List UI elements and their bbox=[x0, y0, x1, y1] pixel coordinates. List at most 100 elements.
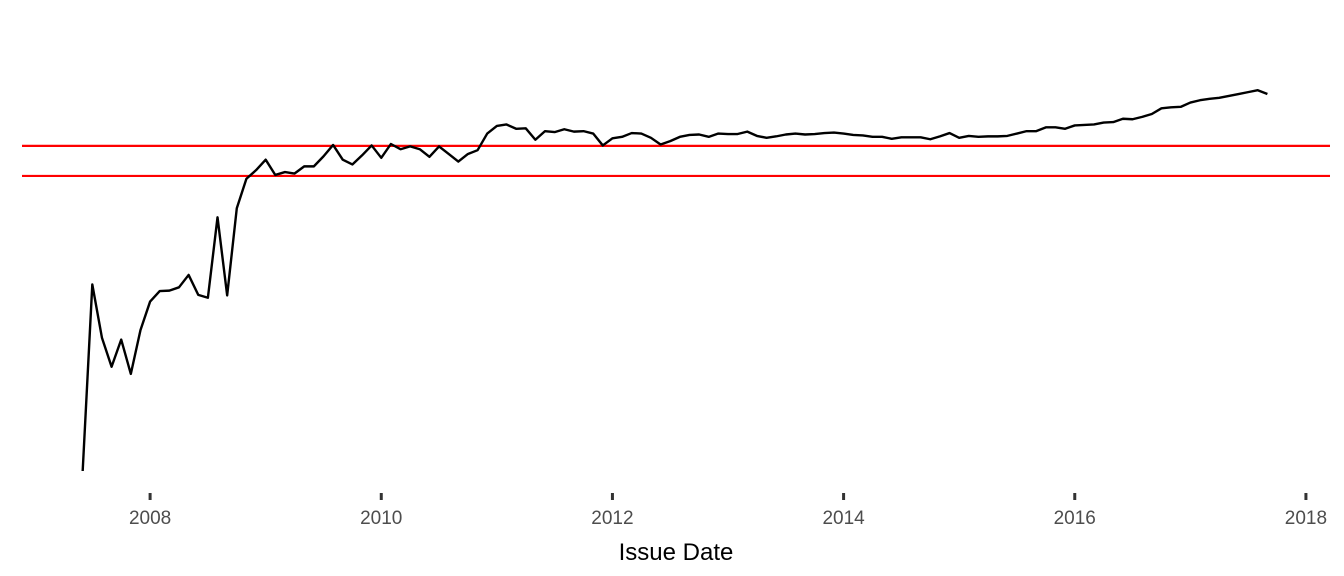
data-point bbox=[1237, 93, 1239, 95]
data-point bbox=[640, 132, 642, 134]
data-point bbox=[1054, 126, 1056, 128]
data-point bbox=[486, 132, 488, 134]
data-point bbox=[351, 163, 353, 165]
data-point bbox=[958, 137, 960, 139]
data-point bbox=[582, 130, 584, 132]
series-line-1 bbox=[81, 88, 1268, 472]
data-point bbox=[380, 157, 382, 159]
data-point bbox=[515, 128, 517, 130]
x-tick-label: 2018 bbox=[1285, 508, 1327, 529]
data-point bbox=[688, 134, 690, 136]
data-point bbox=[1151, 113, 1153, 115]
data-point bbox=[881, 136, 883, 138]
data-point bbox=[1122, 118, 1124, 120]
data-point bbox=[457, 160, 459, 162]
data-point bbox=[1189, 101, 1191, 103]
x-axis: 2008 2010 2012 2014 2016 2018 bbox=[129, 493, 1327, 529]
x-tick-label: 2012 bbox=[591, 508, 633, 529]
data-point bbox=[842, 132, 844, 134]
data-point bbox=[852, 134, 854, 136]
data-point bbox=[496, 125, 498, 127]
data-point bbox=[216, 216, 218, 218]
data-point bbox=[1102, 121, 1104, 123]
data-point bbox=[187, 274, 189, 276]
data-point bbox=[130, 373, 132, 375]
data-point bbox=[553, 131, 555, 133]
data-point bbox=[1141, 116, 1143, 118]
data-point bbox=[659, 143, 661, 145]
data-point bbox=[1131, 118, 1133, 120]
data-point bbox=[910, 136, 912, 138]
data-point bbox=[977, 136, 979, 138]
data-point bbox=[862, 134, 864, 136]
data-point bbox=[573, 130, 575, 132]
data-point bbox=[505, 123, 507, 125]
data-point bbox=[621, 136, 623, 138]
data-point bbox=[207, 297, 209, 299]
data-point bbox=[631, 132, 633, 134]
data-point bbox=[871, 136, 873, 138]
data-point bbox=[1064, 128, 1066, 130]
data-point bbox=[679, 136, 681, 138]
data-point bbox=[1170, 106, 1172, 108]
data-point bbox=[987, 135, 989, 137]
data-point bbox=[650, 137, 652, 139]
data-point bbox=[669, 140, 671, 142]
data-point bbox=[534, 139, 536, 141]
data-point bbox=[939, 135, 941, 137]
data-point bbox=[1266, 93, 1268, 95]
data-point bbox=[785, 133, 787, 135]
data-point bbox=[1199, 99, 1201, 101]
data-point bbox=[1093, 123, 1095, 125]
x-axis-title: Issue Date bbox=[619, 539, 734, 566]
data-point bbox=[149, 300, 151, 302]
data-point bbox=[168, 289, 170, 291]
data-point bbox=[428, 156, 430, 158]
data-point bbox=[794, 132, 796, 134]
data-point bbox=[736, 133, 738, 135]
data-point bbox=[159, 290, 161, 292]
data-point bbox=[968, 135, 970, 137]
data-point bbox=[390, 143, 392, 145]
data-point bbox=[139, 329, 141, 331]
data-point bbox=[833, 131, 835, 133]
data-point bbox=[891, 138, 893, 140]
data-point bbox=[746, 130, 748, 132]
data-point bbox=[1035, 130, 1037, 132]
data-point bbox=[900, 136, 902, 138]
data-point bbox=[756, 135, 758, 137]
data-point bbox=[698, 133, 700, 135]
data-point bbox=[727, 133, 729, 135]
data-point bbox=[419, 148, 421, 150]
x-tick-label: 2016 bbox=[1054, 508, 1096, 529]
data-point bbox=[997, 135, 999, 137]
data-point bbox=[120, 338, 122, 340]
data-point bbox=[303, 165, 305, 167]
data-point bbox=[81, 470, 83, 472]
data-point bbox=[602, 144, 604, 146]
reference-lines bbox=[22, 144, 1330, 178]
data-point bbox=[717, 132, 719, 134]
data-point bbox=[592, 132, 594, 134]
data-point bbox=[255, 169, 257, 171]
x-tick-label: 2008 bbox=[129, 508, 171, 529]
data-point bbox=[1016, 132, 1018, 134]
data-point bbox=[313, 165, 315, 167]
data-point bbox=[929, 138, 931, 140]
data-point bbox=[178, 286, 180, 288]
data-point bbox=[948, 132, 950, 134]
data-point bbox=[775, 135, 777, 137]
data-point bbox=[1006, 135, 1008, 137]
data-point bbox=[1083, 124, 1085, 126]
data-point bbox=[1025, 130, 1027, 132]
data-point bbox=[236, 207, 238, 209]
data-point bbox=[293, 172, 295, 174]
data-point bbox=[284, 171, 286, 173]
data-point bbox=[823, 132, 825, 134]
data-point bbox=[438, 145, 440, 147]
data-point bbox=[1208, 98, 1210, 100]
data-point bbox=[765, 137, 767, 139]
data-point bbox=[1180, 106, 1182, 108]
data-point bbox=[110, 366, 112, 368]
